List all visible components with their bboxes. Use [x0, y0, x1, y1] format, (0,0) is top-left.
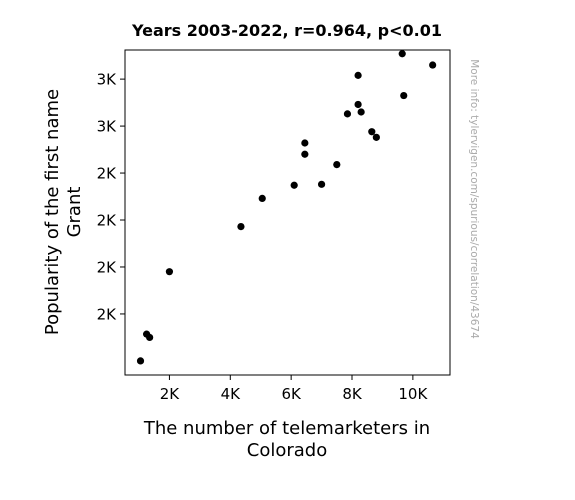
data-point: [136, 357, 145, 365]
x-tick-label: 2K: [160, 385, 181, 403]
data-point: [343, 110, 352, 118]
y-tick-label: 2K: [97, 212, 118, 230]
data-point: [290, 181, 298, 189]
y-axis-label-line-2: Grant: [64, 187, 85, 238]
data-point: [333, 160, 341, 169]
plot-area-frame: [124, 49, 451, 376]
chart-title: Years 2003-2022, r=0.964, p<0.01: [131, 21, 442, 40]
y-tick-label: 2K: [97, 305, 118, 323]
y-tick-label: 3K: [97, 118, 118, 136]
data-point: [258, 194, 266, 203]
data-point: [429, 61, 437, 69]
data-point: [301, 139, 309, 147]
y-tick-label: 3K: [97, 71, 118, 89]
data-point: [368, 128, 376, 136]
data-points: [136, 50, 437, 365]
data-point: [301, 150, 309, 158]
data-point: [354, 71, 362, 79]
x-tick-label: 4K: [221, 385, 242, 403]
y-axis-label-line-1: Popularity of the first name: [42, 89, 63, 335]
x-axis-label-line-1: The number of telemarketers in: [143, 418, 430, 439]
y-tick-label: 2K: [97, 165, 118, 183]
data-point: [372, 133, 380, 141]
data-point: [165, 268, 174, 276]
x-axis-ticks: 2K 4K 6K 8K 10K: [160, 375, 428, 403]
data-point: [398, 50, 406, 58]
data-point: [237, 222, 245, 231]
data-point: [317, 180, 326, 188]
x-tick-label: 6K: [281, 385, 302, 403]
watermark-text: More info: tylervigen.com/spurious/corre…: [468, 59, 480, 339]
data-point: [357, 108, 365, 116]
y-axis-ticks: 2K 2K 2K 2K 3K 3K: [97, 71, 125, 323]
x-tick-label: 10K: [398, 385, 428, 403]
x-axis-label-line-2: Colorado: [247, 440, 327, 461]
y-tick-label: 2K: [97, 258, 118, 276]
data-point: [146, 333, 154, 342]
data-point: [354, 100, 362, 109]
x-tick-label: 8K: [342, 385, 363, 403]
data-point: [400, 91, 408, 100]
